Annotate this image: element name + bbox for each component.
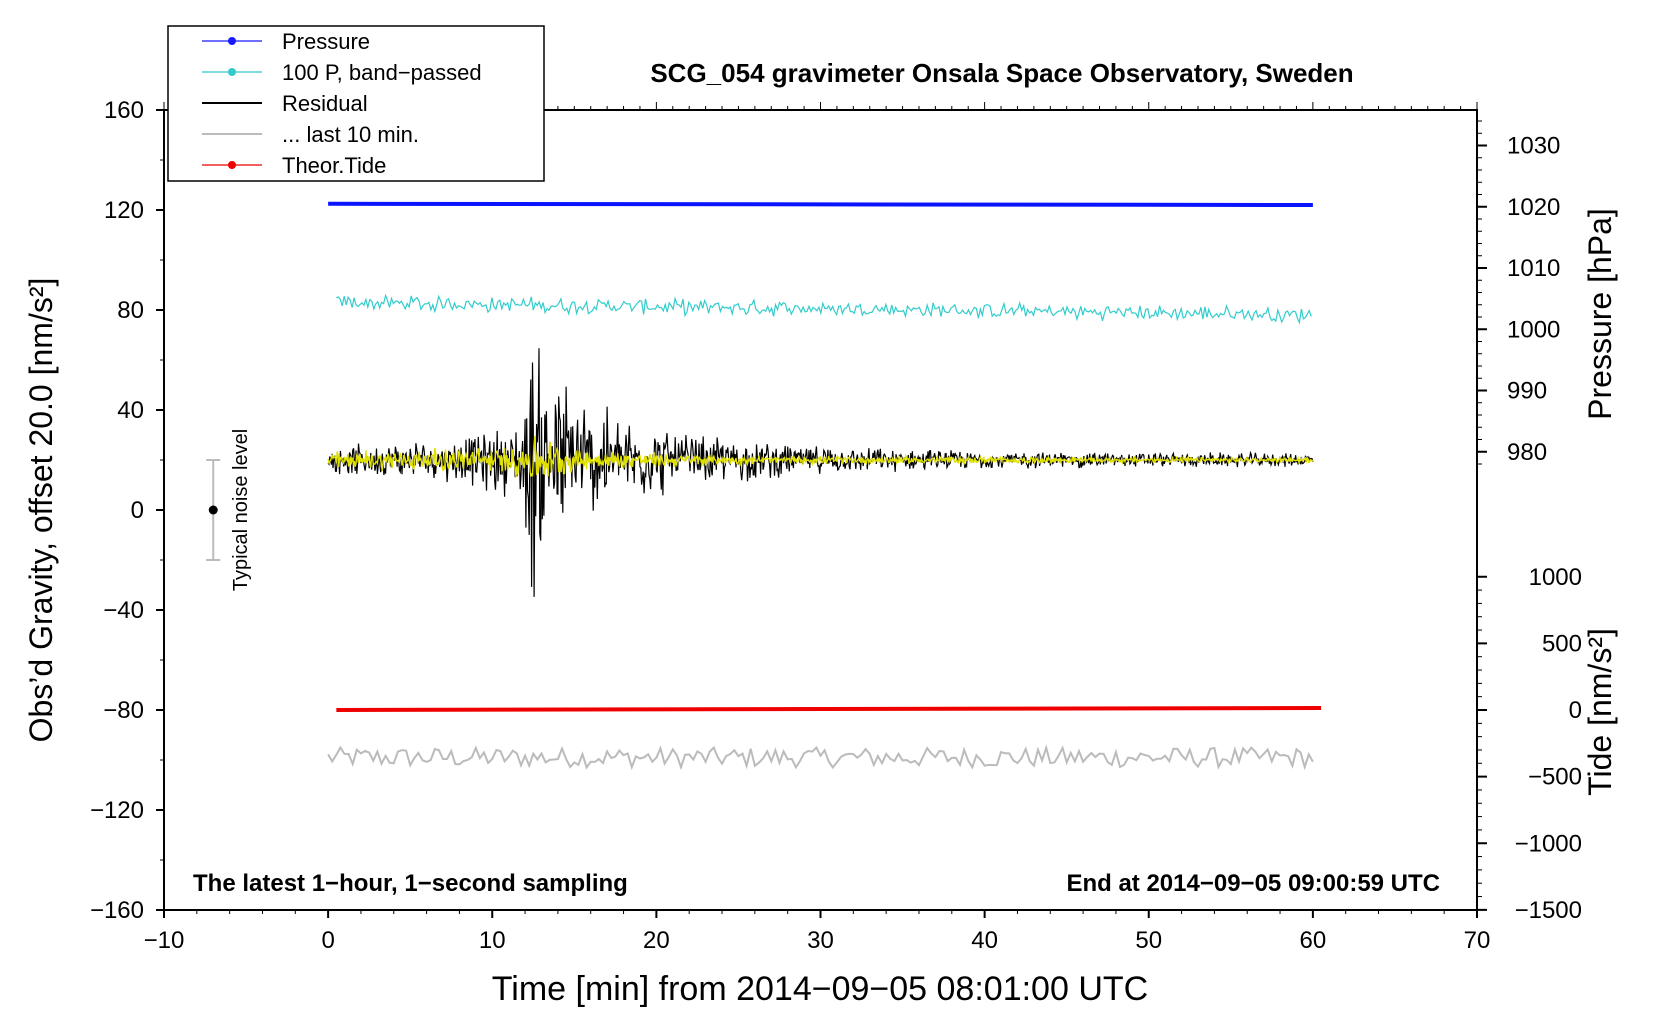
legend-marker (228, 68, 236, 76)
x-axis-label: Time [min] from 2014−09−05 08:01:00 UTC (492, 970, 1148, 1008)
y-tick-label: −160 (90, 897, 144, 924)
y-tick-label: 40 (117, 397, 144, 424)
pressure-tick-label: 980 (1507, 439, 1547, 466)
x-tick-label: 40 (971, 927, 998, 954)
y-tick-label: 160 (104, 97, 144, 124)
tide-tick-label: −1500 (1515, 897, 1582, 924)
series-last-10-min-line (327, 744, 1314, 771)
tide-axis-label: Tide [nm/s²] (1582, 628, 1618, 796)
x-tick-label: 10 (479, 927, 506, 954)
legend-label: Pressure (282, 29, 370, 54)
y-tick-label: 0 (131, 497, 144, 524)
pressure-tick-label: 990 (1507, 378, 1547, 405)
tide-tick-label: 1000 (1529, 564, 1582, 591)
x-tick-label: 20 (643, 927, 670, 954)
x-tick-label: 30 (807, 927, 834, 954)
x-tick-label: −10 (144, 927, 185, 954)
x-tick-label: 0 (321, 927, 334, 954)
noise-bar: Typical noise level (206, 429, 252, 591)
legend-marker (228, 37, 236, 45)
y-tick-label: −80 (103, 697, 144, 724)
y-axis-label: Obs’d Gravity, offset 20.0 [nm/s²] (23, 278, 59, 743)
pressure-tick-label: 1000 (1507, 316, 1560, 343)
legend: Pressure 100 P, band−passed Residual ... la… (167, 25, 545, 182)
tide-tick-label: −1000 (1515, 830, 1582, 857)
series-tide-line (336, 706, 1322, 712)
series-pressure-line (328, 201, 1313, 207)
legend-marker (228, 161, 236, 169)
pressure-tick-label: 1030 (1507, 133, 1560, 160)
plot-frame (163, 109, 1478, 911)
y-tick-label: 80 (117, 297, 144, 324)
axes: −10 0 10 20 30 40 50 60 70−160−120−80−4004080120… (90, 97, 1582, 954)
noise-bar-center-dot (208, 505, 218, 515)
legend-label: Residual (282, 91, 368, 116)
y-tick-label: −40 (103, 597, 144, 624)
tide-tick-label: −500 (1528, 764, 1582, 791)
sampling-annotation: The latest 1−hour, 1−second sampling (193, 870, 628, 897)
pressure-tick-label: 1010 (1507, 255, 1560, 282)
x-tick-label: 50 (1135, 927, 1162, 954)
series-band-passed-pressure-line (336, 293, 1312, 325)
x-tick-label: 70 (1464, 927, 1491, 954)
series-residual-line (327, 348, 1314, 597)
plot-area (327, 201, 1322, 771)
legend-label: ... last 10 min. (282, 122, 419, 147)
pressure-axis-label: Pressure [hPa] (1582, 208, 1618, 420)
tide-tick-label: 500 (1542, 630, 1582, 657)
y-tick-label: −120 (90, 797, 144, 824)
legend-label: Theor.Tide (282, 153, 386, 178)
x-tick-label: 60 (1300, 927, 1327, 954)
y-tick-label: 120 (104, 197, 144, 224)
chart-title: SCG_054 gravimeter Onsala Space Observat… (650, 58, 1353, 88)
pressure-tick-label: 1020 (1507, 194, 1560, 221)
legend-label: 100 P, band−passed (282, 60, 482, 85)
series-residual-smoothed-line (327, 436, 1314, 478)
tide-tick-label: 0 (1569, 697, 1582, 724)
end-time-annotation: End at 2014−09−05 09:00:59 UTC (1066, 870, 1440, 897)
noise-bar-label: Typical noise level (230, 429, 252, 591)
